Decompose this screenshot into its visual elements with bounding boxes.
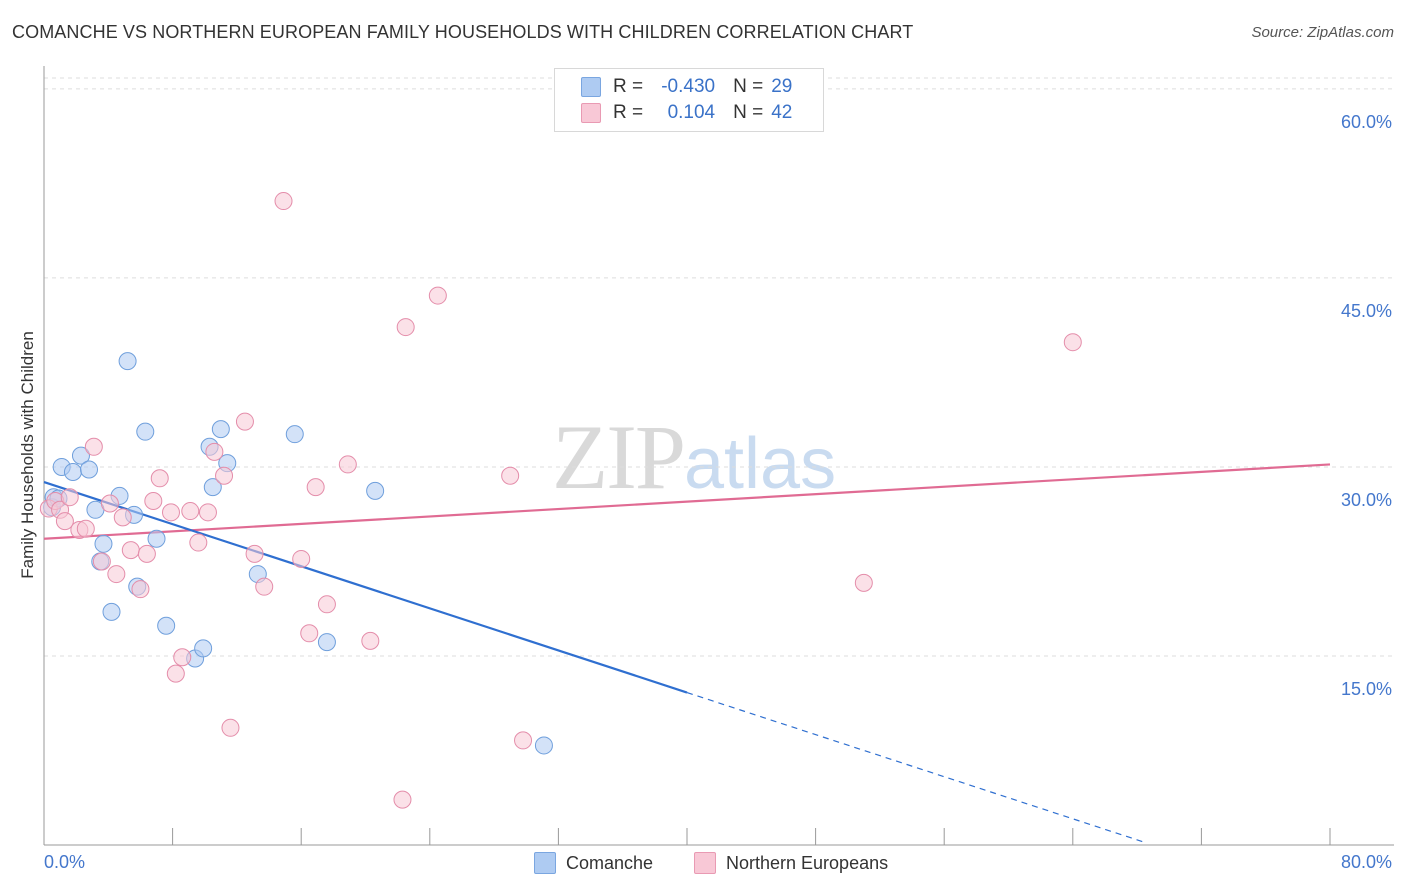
axes (43, 66, 1394, 846)
comanche-swatch (581, 77, 601, 97)
northern-europeans-point (221, 718, 240, 737)
chart-title: COMANCHE VS NORTHERN EUROPEAN FAMILY HOU… (12, 22, 914, 42)
northern-europeans-point (300, 624, 319, 643)
northern-europeans-swatch (581, 103, 601, 123)
trend-lines (43, 463, 1331, 844)
comanche-point (118, 352, 137, 371)
comanche-point (102, 602, 121, 621)
comanche-point (71, 446, 90, 465)
comanche-point (147, 529, 166, 548)
northern-europeans-point (166, 664, 185, 683)
northern-europeans-point (60, 488, 79, 507)
comanche-point (366, 481, 385, 500)
northern-europeans-point (161, 503, 180, 522)
legend-n-value: 29 (771, 76, 793, 97)
northern-europeans-point (854, 573, 873, 592)
northern-europeans-point (501, 466, 520, 485)
y-tick-label: 15.0% (1340, 678, 1392, 699)
comanche-point (80, 460, 99, 479)
x-tick-max: 80.0% (1340, 852, 1392, 872)
northern-europeans-point (84, 437, 103, 456)
comanche-point (136, 422, 155, 441)
northern-europeans-point (121, 541, 140, 560)
comanche-point (94, 534, 113, 553)
northern-europeans-point (215, 466, 234, 485)
comanche-point (211, 420, 230, 439)
bottom-legend-label: Northern Europeans (726, 852, 889, 873)
northern-europeans-point (55, 512, 74, 531)
northern-europeans-point (393, 790, 412, 809)
northern-europeans-point (131, 580, 150, 599)
northern-europeans-point (144, 491, 163, 510)
legend-r-value: 0.104 (667, 102, 716, 123)
comanche-trend-line-extension (686, 691, 1146, 844)
comanche-trend-line (43, 481, 688, 694)
northern-europeans-point (306, 478, 325, 497)
bottom-legend-northern-europeans: Northern Europeans (694, 852, 888, 874)
comanche-point (157, 616, 176, 635)
northern-europeans-point (1063, 333, 1082, 352)
northern-europeans-point (274, 192, 293, 211)
northern-europeans-point (514, 731, 533, 750)
northern-europeans-point (255, 577, 274, 596)
legend-r-label: R = (613, 102, 644, 123)
legend-r-label: R = (613, 76, 644, 97)
northern-europeans-trend-line (43, 463, 1331, 540)
northern-europeans-point (396, 318, 415, 337)
comanche-point (63, 462, 82, 481)
northern-europeans-point (181, 502, 200, 521)
northern-europeans-point (245, 544, 264, 563)
comanche-swatch (534, 852, 556, 874)
northern-europeans-point (198, 503, 217, 522)
northern-europeans-point (292, 549, 311, 568)
northern-europeans-point (76, 519, 95, 538)
northern-europeans-point (317, 595, 336, 614)
legend-row-comanche: R = -0.430 N = 29 (581, 76, 792, 98)
data-points (39, 192, 1082, 809)
y-tick-label: 45.0% (1340, 300, 1392, 321)
bottom-legend-comanche: Comanche (534, 852, 653, 874)
bottom-legend-label: Comanche (566, 852, 654, 873)
comanche-point (203, 478, 222, 497)
legend-row-northern-europeans: R = 0.104 N = 42 (581, 102, 792, 124)
northern-europeans-point (361, 631, 380, 650)
correlation-legend: R = -0.430 N = 29 R = 0.104 N = 42 (554, 68, 824, 132)
comanche-point (285, 425, 304, 444)
legend-n-label: N = (733, 76, 764, 97)
comanche-point (194, 639, 213, 658)
northern-europeans-point (428, 286, 447, 305)
northern-europeans-point (92, 552, 111, 571)
northern-europeans-swatch (694, 852, 716, 874)
comanche-point (534, 736, 553, 755)
northern-europeans-point (173, 648, 192, 667)
northern-europeans-point (235, 412, 254, 431)
northern-europeans-point (107, 565, 126, 584)
y-tick-label: 30.0% (1340, 489, 1392, 510)
legend-r-value: -0.430 (661, 76, 716, 97)
legend-n-value: 42 (771, 102, 793, 123)
northern-europeans-point (205, 442, 224, 461)
northern-europeans-point (100, 494, 119, 513)
y-tick-label: 60.0% (1340, 111, 1392, 132)
source-credit: Source: ZipAtlas.com (1251, 24, 1394, 41)
y-axis-label: Family Households with Children (18, 331, 37, 579)
legend-n-label: N = (733, 102, 764, 123)
comanche-point (317, 633, 336, 652)
northern-europeans-point (113, 508, 132, 527)
northern-europeans-point (338, 455, 357, 474)
northern-europeans-point (150, 469, 169, 488)
northern-europeans-point (137, 544, 156, 563)
northern-europeans-point (189, 533, 208, 552)
x-tick-min: 0.0% (44, 852, 86, 872)
grid-lines (44, 77, 1394, 657)
